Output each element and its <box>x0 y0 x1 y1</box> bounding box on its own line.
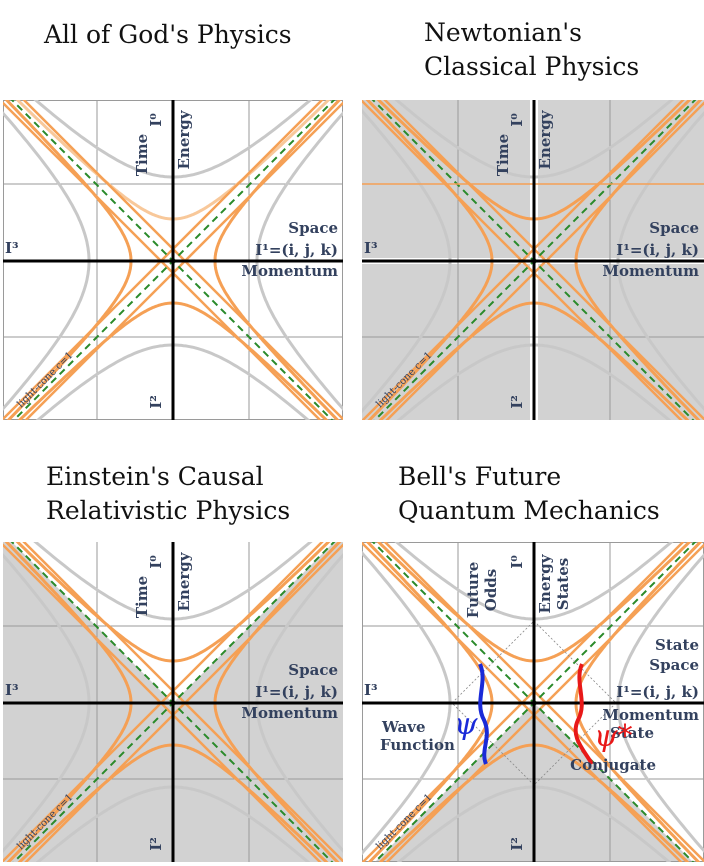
i3-label: I³ <box>5 681 19 699</box>
title-einstein: Einstein's Causal Relativistic Physics <box>46 462 291 525</box>
i2-label: I² <box>508 395 526 409</box>
momentum-label: Momentum <box>602 262 699 280</box>
state-label: State <box>655 636 699 654</box>
newton-physics-diagram: Time I⁰ Energy Space I¹=(i, j, k) Momentum I³ I… <box>362 100 704 420</box>
i1-label: I¹=(i, j, k) <box>616 241 699 259</box>
time-label: Time <box>133 134 151 176</box>
wave-function-curve <box>478 663 489 765</box>
future-label: Future <box>464 562 482 619</box>
space-label: Space <box>288 219 338 237</box>
i3-label: I³ <box>364 239 378 257</box>
i3-label: I³ <box>5 239 19 257</box>
title-god: All of God's Physics <box>44 20 292 49</box>
i2-label: I² <box>147 837 165 851</box>
bell-quantum-diagram: Future Odds I⁰ Energy States State Space I¹=(i,… <box>362 542 704 862</box>
god-physics-diagram: Time I⁰ Energy Space I¹=(i, j, k) Momentum I³ I… <box>3 100 343 420</box>
i0-label: I⁰ <box>147 113 165 127</box>
i0-label: I⁰ <box>147 555 165 569</box>
energy-label: Energy <box>536 109 554 169</box>
i0-label: I⁰ <box>508 113 526 127</box>
psi-star-symbol: ψ* <box>594 719 633 754</box>
conjugate-label: Conjugate <box>570 756 656 774</box>
momentum-label: Momentum <box>241 704 338 722</box>
einstein-physics-diagram: Time I⁰ Energy Space I¹=(i, j, k) Momentum I³ I… <box>3 542 343 862</box>
i1-label: I¹=(i, j, k) <box>255 683 338 701</box>
i3-label: I³ <box>364 681 378 699</box>
momentum-label: Momentum <box>241 262 338 280</box>
title-newton: Newtonian's Classical Physics <box>424 18 640 81</box>
i1-label: I¹=(i, j, k) <box>255 241 338 259</box>
title-bell: Bell's Future Quantum Mechanics <box>398 462 660 525</box>
wave-label: Wave <box>381 718 426 736</box>
dotted-diamond <box>451 620 617 786</box>
time-label: Time <box>494 134 512 176</box>
momentum-label: Momentum <box>602 706 699 724</box>
energy-label: Energy <box>175 109 193 169</box>
energy-label: Energy <box>536 553 554 613</box>
space-label: Space <box>649 219 699 237</box>
i0-label: I⁰ <box>508 555 526 569</box>
conjugate-wave-curve <box>573 663 594 766</box>
momentum-state-label: State <box>610 724 654 742</box>
function-label: Function <box>380 736 455 754</box>
psi-symbol: ψ <box>454 707 478 742</box>
energy-label: Energy <box>175 551 193 611</box>
i2-label: I² <box>147 395 165 409</box>
space-label: Space <box>288 661 338 679</box>
i1-label: I¹=(i, j, k) <box>616 683 699 701</box>
shaded-region <box>3 542 343 862</box>
odds-label: Odds <box>482 569 500 612</box>
i2-label: I² <box>508 837 526 851</box>
states-label: States <box>554 558 572 610</box>
time-label: Time <box>133 576 151 618</box>
space-label: Space <box>649 656 699 674</box>
